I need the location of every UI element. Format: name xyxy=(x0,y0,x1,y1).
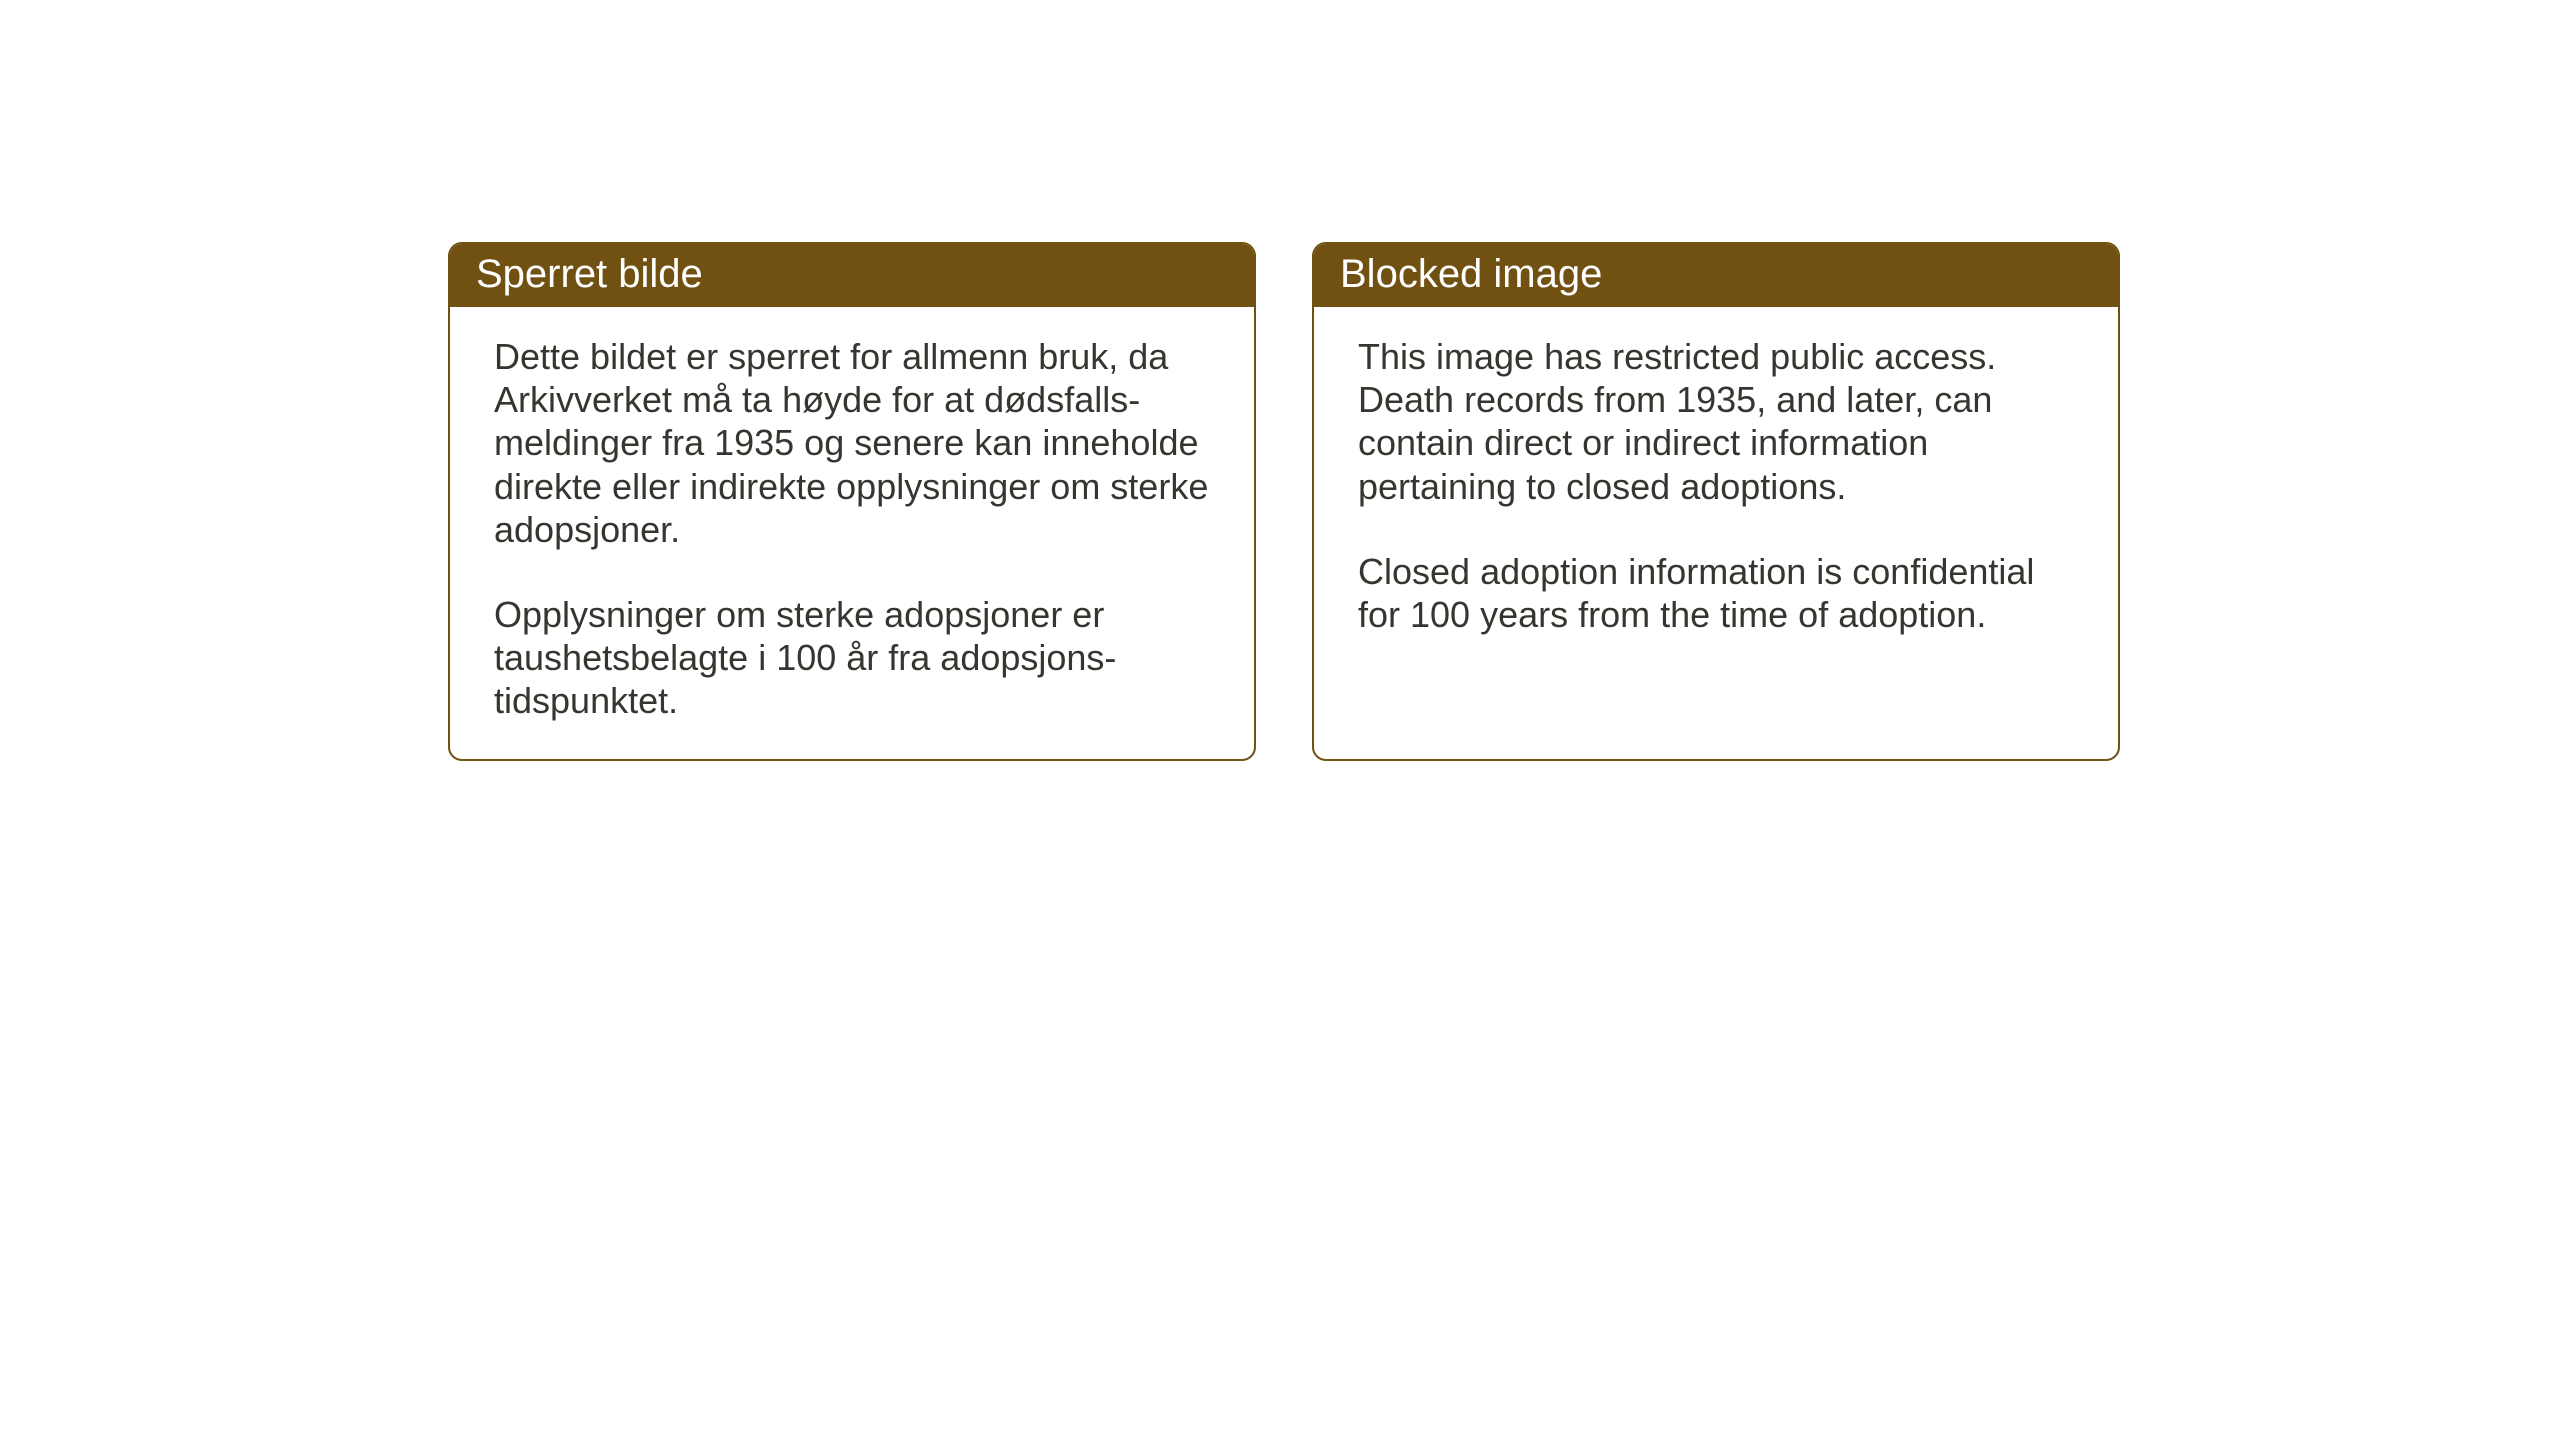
card-header-norwegian: Sperret bilde xyxy=(450,244,1254,307)
card-body-norwegian: Dette bildet er sperret for allmenn bruk… xyxy=(450,307,1254,759)
card-paragraph-1-english: This image has restricted public access.… xyxy=(1358,335,2074,508)
card-paragraph-2-norwegian: Opplysninger om sterke adopsjoner er tau… xyxy=(494,593,1210,723)
notice-container: Sperret bilde Dette bildet er sperret fo… xyxy=(448,242,2120,761)
card-body-english: This image has restricted public access.… xyxy=(1314,307,2118,757)
notice-card-english: Blocked image This image has restricted … xyxy=(1312,242,2120,761)
notice-card-norwegian: Sperret bilde Dette bildet er sperret fo… xyxy=(448,242,1256,761)
card-paragraph-2-english: Closed adoption information is confident… xyxy=(1358,550,2074,636)
card-header-english: Blocked image xyxy=(1314,244,2118,307)
card-paragraph-1-norwegian: Dette bildet er sperret for allmenn bruk… xyxy=(494,335,1210,551)
